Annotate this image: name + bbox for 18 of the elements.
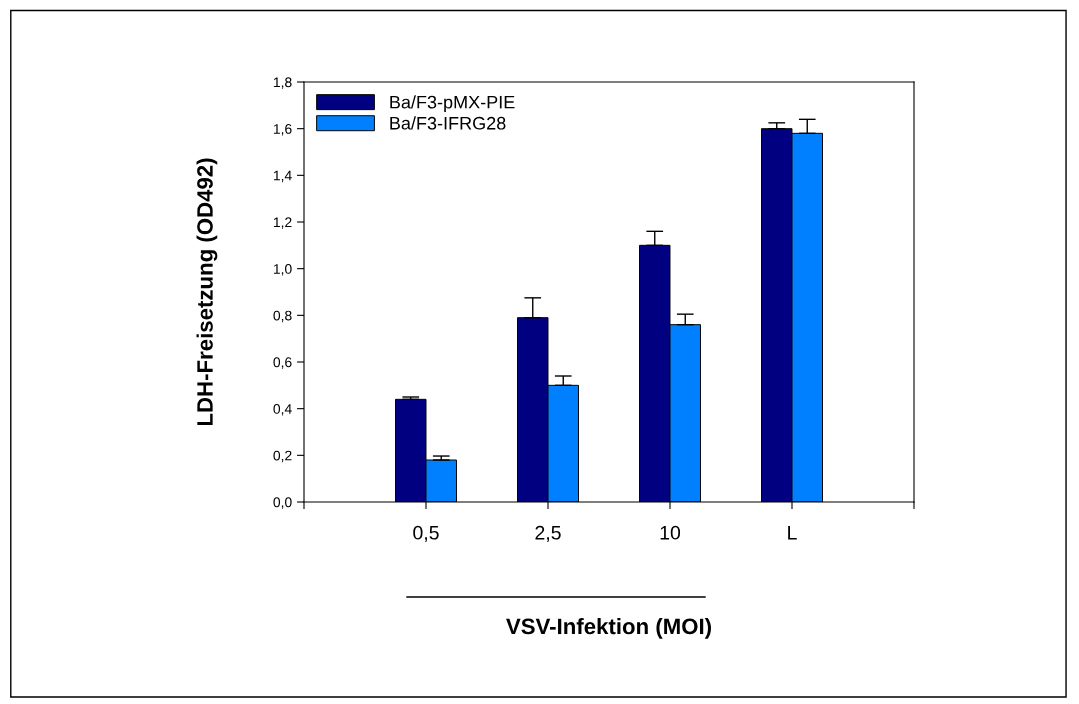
x-axis-title: VSV-Infektion (MOI) (506, 617, 711, 639)
y-tick-label: 0,2 (273, 450, 292, 463)
y-tick-label: 0,0 (273, 497, 292, 509)
y-tick-label: 1,4 (273, 170, 292, 183)
x-tick-label: 10 (660, 525, 681, 540)
x-tick-label: 0,5 (413, 525, 439, 542)
y-tick-label: 1,2 (273, 217, 292, 229)
y-tick-label: 1,6 (273, 124, 292, 136)
x-tick-label: L (788, 526, 797, 540)
y-tick-label: 0,6 (273, 357, 292, 369)
y-tick-label: 1,8 (273, 77, 292, 89)
legend-label: Ba/F3-IFRG28 (390, 116, 506, 130)
y-tick-label: 1,0 (273, 264, 292, 276)
y-axis-title: LDH-Freisetzung (OD492) (196, 158, 218, 426)
x-tick-label: 2,5 (535, 525, 561, 542)
y-tick-label: 0,8 (273, 310, 292, 323)
y-tick-label: 0,4 (273, 404, 292, 416)
legend-label: Ba/F3-pMX-PIE (390, 95, 515, 113)
